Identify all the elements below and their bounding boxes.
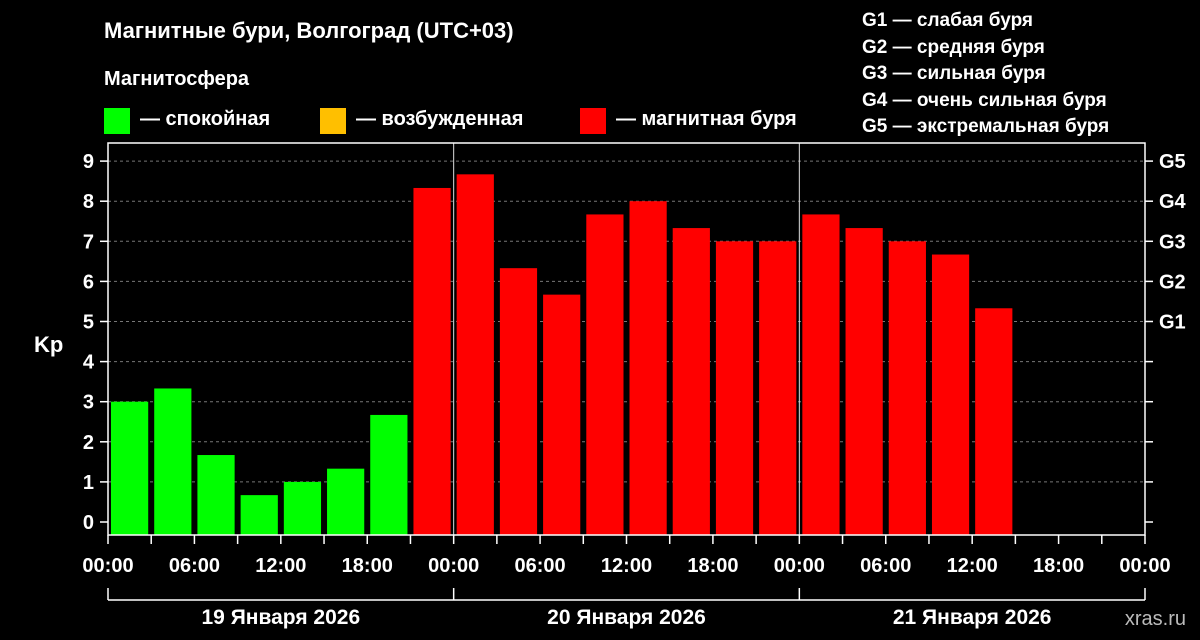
legend-swatch-active — [320, 108, 346, 134]
kp-bar — [499, 268, 538, 535]
g-tick-label: G1 — [1159, 312, 1186, 334]
legend-swatch-quiet — [104, 108, 130, 134]
kp-bar — [715, 241, 754, 536]
g-tick-label: G4 — [1159, 191, 1187, 213]
kp-bar — [197, 455, 235, 535]
kp-bar — [543, 294, 581, 535]
legend-heading: Магнитосфера — [104, 68, 250, 90]
x-tick-label: 18:00 — [687, 555, 738, 577]
g-tick-label: G2 — [1159, 271, 1186, 293]
g-tick-label: G5 — [1159, 151, 1186, 173]
chart-title: Магнитные бури, Волгоград (UTC+03) — [104, 18, 514, 43]
y-tick-label: 3 — [83, 392, 94, 414]
y-tick-label: 1 — [83, 472, 94, 494]
y-tick-label: 6 — [83, 271, 94, 293]
x-tick-label: 00:00 — [774, 555, 825, 577]
x-tick-label: 12:00 — [947, 555, 998, 577]
kp-bar — [413, 187, 451, 536]
x-tick-label: 06:00 — [860, 555, 911, 577]
y-axis-label: Kp — [34, 332, 63, 357]
kp-bar — [931, 254, 970, 535]
kp-bar — [240, 495, 278, 535]
kp-bar — [327, 468, 365, 535]
day-label: 21 Января 2026 — [893, 606, 1052, 629]
kp-bar — [802, 214, 840, 536]
g-scale-g2: G2 — средняя буря — [862, 37, 1045, 58]
x-tick-label: 06:00 — [515, 555, 566, 577]
y-tick-label: 7 — [83, 231, 94, 253]
legend-label-active: — возбужденная — [356, 108, 524, 130]
kp-bar — [888, 241, 926, 536]
kp-bar — [845, 228, 883, 535]
x-tick-label: 18:00 — [1033, 555, 1084, 577]
y-tick-label: 4 — [83, 352, 95, 374]
x-tick-label: 12:00 — [255, 555, 306, 577]
g-scale-g1: G1 — слабая буря — [862, 10, 1034, 31]
x-tick-label: 06:00 — [169, 555, 220, 577]
g-scale-g4: G4 — очень сильная буря — [862, 90, 1107, 111]
kp-bar — [283, 481, 322, 535]
y-tick-label: 5 — [83, 312, 94, 334]
y-tick-label: 8 — [83, 191, 94, 213]
g-tick-label: G3 — [1159, 231, 1186, 253]
x-tick-label: 12:00 — [601, 555, 652, 577]
day-label: 20 Января 2026 — [547, 606, 706, 629]
legend-label-quiet: — спокойная — [140, 108, 271, 130]
kp-bar — [586, 214, 624, 536]
x-tick-label: 00:00 — [1119, 555, 1170, 577]
x-tick-label: 00:00 — [428, 555, 479, 577]
kp-bar — [154, 388, 192, 535]
kp-bar — [370, 414, 408, 535]
kp-bar — [975, 308, 1013, 535]
kp-bar — [759, 241, 797, 536]
x-tick-label: 18:00 — [342, 555, 393, 577]
legend-swatch-storm — [580, 108, 606, 134]
watermark: xras.ru — [1124, 608, 1186, 630]
kp-bar — [456, 174, 494, 535]
y-tick-label: 9 — [83, 151, 94, 173]
y-tick-label: 2 — [83, 432, 94, 454]
day-label: 19 Января 2026 — [202, 606, 361, 629]
g-scale-g5: G5 — экстремальная буря — [862, 116, 1110, 137]
kp-bar — [111, 401, 149, 535]
kp-bar — [629, 201, 667, 535]
y-tick-label: 0 — [83, 512, 94, 534]
x-tick-label: 00:00 — [82, 555, 133, 577]
kp-bar — [672, 228, 710, 535]
g-scale-g3: G3 — сильная буря — [862, 63, 1046, 84]
legend-label-storm: — магнитная буря — [616, 108, 797, 130]
